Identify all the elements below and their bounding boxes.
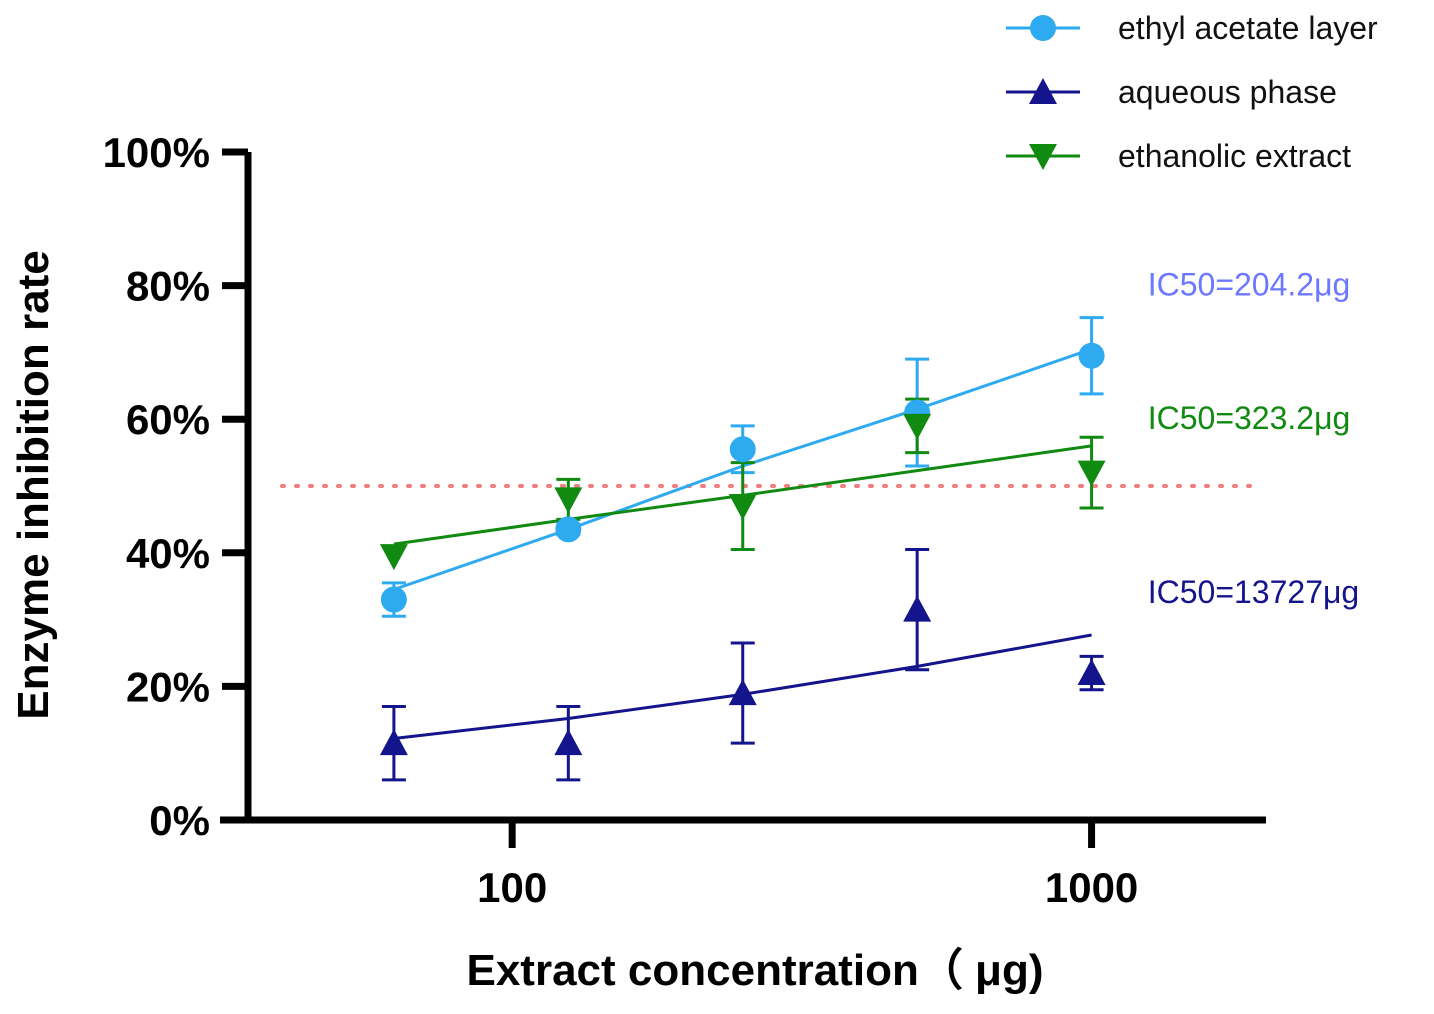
ic50-label-ethanolic-extract: IC50=323.2μg xyxy=(1148,400,1351,436)
data-point-ethanolic-extract xyxy=(728,494,757,521)
legend-label-aqueous-phase: aqueous phase xyxy=(1118,74,1337,110)
ic50-label-ethyl-acetate-layer: IC50=204.2μg xyxy=(1148,267,1351,303)
data-point-aqueous-phase xyxy=(1077,659,1106,686)
y-tick-label: 0% xyxy=(149,797,210,844)
data-point-ethanolic-extract xyxy=(903,413,932,440)
legend-marker-aqueous-phase xyxy=(1029,78,1057,104)
data-point-aqueous-phase xyxy=(903,595,932,622)
data-point-ethanolic-extract xyxy=(1077,460,1106,487)
legend-label-ethyl-acetate-layer: ethyl acetate layer xyxy=(1118,10,1378,46)
data-point-aqueous-phase xyxy=(728,679,757,706)
y-tick-label: 80% xyxy=(126,263,210,310)
legend-marker-ethanolic-extract xyxy=(1029,144,1057,170)
y-tick-label: 20% xyxy=(126,663,210,710)
error-bars xyxy=(381,316,1104,782)
legend-label-ethanolic-extract: ethanolic extract xyxy=(1118,138,1351,174)
data-point-ethyl-acetate-layer xyxy=(380,586,407,613)
y-tick-label: 60% xyxy=(126,396,210,443)
legend-marker-ethyl-acetate-layer xyxy=(1030,15,1056,41)
x-tick-label: 1000 xyxy=(1045,864,1138,911)
x-axis-title: Extract concentration（ μg) xyxy=(466,946,1043,995)
data-point-ethyl-acetate-layer xyxy=(1078,342,1105,369)
data-point-ethanolic-extract xyxy=(379,544,408,571)
data-point-ethyl-acetate-layer xyxy=(555,516,582,543)
ticks: 0% 20% 40% 60% 80% 100% 100 1000 xyxy=(103,129,1139,911)
x-tick-label: 100 xyxy=(477,864,547,911)
y-axis-title: Enzyme inhibition rate xyxy=(9,250,58,719)
data-point-ethanolic-extract xyxy=(554,487,583,514)
ic50-label-aqueous-phase: IC50=13727μg xyxy=(1148,574,1360,610)
legend: ethyl acetate layer aqueous phase ethanoli… xyxy=(1006,10,1378,174)
y-tick-label: 40% xyxy=(126,530,210,577)
data-point-ethyl-acetate-layer xyxy=(729,436,756,463)
markers xyxy=(379,342,1106,756)
data-point-aqueous-phase xyxy=(379,729,408,756)
data-point-aqueous-phase xyxy=(554,729,583,756)
y-tick-label: 100% xyxy=(103,129,210,176)
ic50-labels: IC50=204.2μg IC50=13727μg IC50=323.2μg xyxy=(1148,267,1360,610)
